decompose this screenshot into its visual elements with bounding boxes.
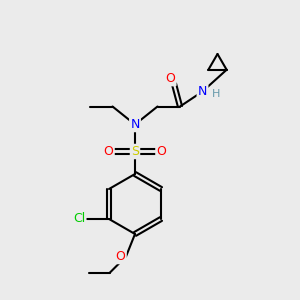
Text: O: O xyxy=(166,72,175,85)
Text: N: N xyxy=(198,85,207,98)
Text: Cl: Cl xyxy=(73,212,85,226)
Text: O: O xyxy=(104,145,113,158)
Text: O: O xyxy=(157,145,166,158)
Text: S: S xyxy=(131,145,139,158)
Text: N: N xyxy=(130,118,140,131)
Text: O: O xyxy=(116,250,125,263)
Text: H: H xyxy=(212,89,220,100)
